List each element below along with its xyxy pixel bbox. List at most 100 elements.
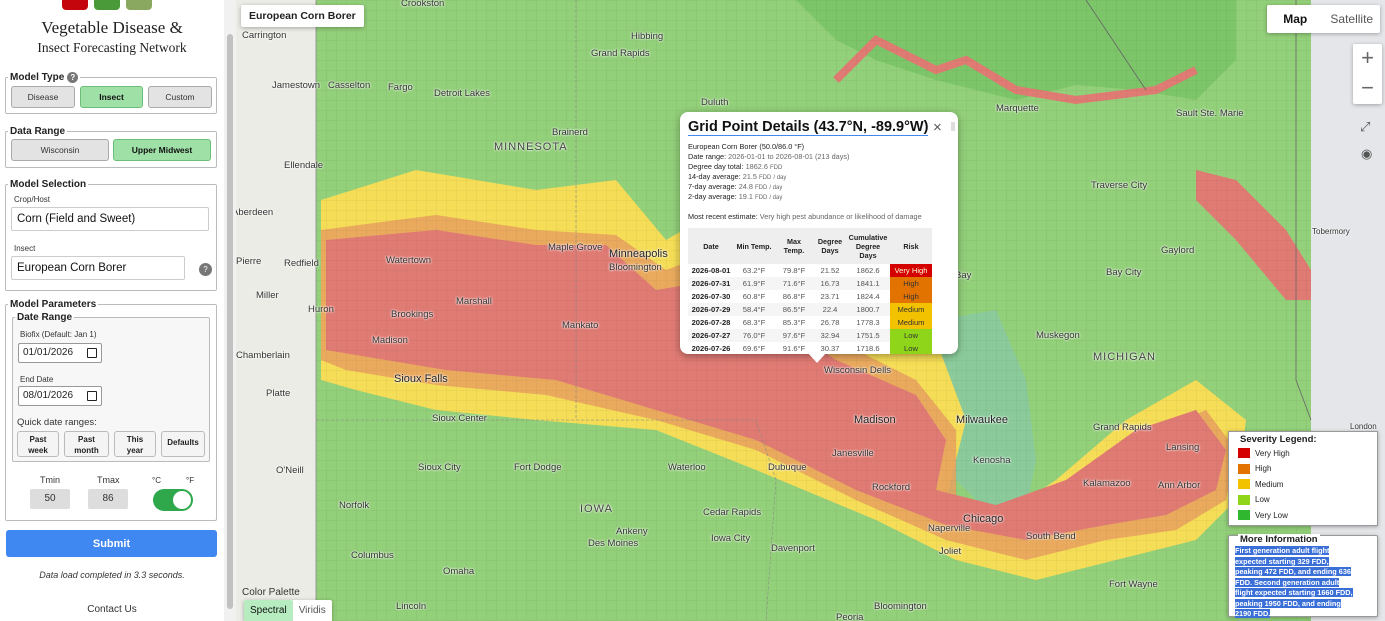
table-row: 2026-07-29 58.4°F 86.5°F 22.4 1800.7 Medium <box>688 303 932 316</box>
place-label: Omaha <box>443 566 475 577</box>
past-week-button[interactable]: Past week <box>17 431 59 457</box>
col-min-temp: Min Temp. <box>734 228 774 264</box>
legend-swatch <box>1238 510 1250 520</box>
place-label: Fargo <box>388 82 413 93</box>
calendar-icon[interactable] <box>87 348 97 358</box>
data-range-upper-midwest-button[interactable]: Upper Midwest <box>113 139 211 161</box>
place-label: Kalamazoo <box>1083 478 1131 489</box>
row-degree-days: 16.73 <box>814 277 846 290</box>
tmax-input[interactable]: 86 <box>88 489 128 509</box>
popup-pointer <box>808 353 826 363</box>
place-label: Iowa City <box>711 533 751 544</box>
fullscreen-icon[interactable]: ⤢ <box>1360 119 1371 134</box>
location-pin-icon[interactable]: ◉ <box>1361 146 1373 161</box>
row-risk: Medium <box>890 303 932 316</box>
data-range-group: Data Range <box>5 126 217 168</box>
end-date-input[interactable]: 08/01/2026 <box>18 386 102 406</box>
quick-ranges-label: Quick date ranges: <box>17 417 97 428</box>
more-info-text: First generation adult flight expected s… <box>1235 546 1353 618</box>
tmin-input[interactable]: 50 <box>30 489 70 509</box>
biofix-label: Biofix (Default: Jan 1) <box>20 330 97 339</box>
species-label-box: European Corn Borer <box>241 5 364 27</box>
this-year-button[interactable]: This year <box>114 431 156 457</box>
row-min-temp: 68.3°F <box>742 318 766 327</box>
scrollbar-thumb[interactable] <box>227 34 233 609</box>
row-min-temp: 69.6°F <box>742 344 766 353</box>
legend-label: High <box>1255 464 1272 473</box>
help-icon[interactable]: ? <box>67 72 79 83</box>
place-label: Ankeny <box>616 526 648 537</box>
place-label: Cedar Rapids <box>703 507 762 518</box>
row-degree-days: 21.52 <box>814 264 846 277</box>
popup-date-range: Date range: 2026-01-01 to 2026-08-01 (21… <box>688 152 849 161</box>
contact-us-link[interactable]: Contact Us <box>87 604 137 615</box>
popup-estimate: Most recent estimate: Very high pest abu… <box>688 212 922 221</box>
legend-swatch <box>1238 479 1250 489</box>
grid-point-popup[interactable]: Grid Point Details (43.7°N, -89.9°W) × E… <box>680 112 958 354</box>
row-cumulative: 1841.1 <box>846 277 890 290</box>
row-date: 2026-07-29 <box>688 303 734 316</box>
row-min-temp: 60.8°F <box>742 292 766 301</box>
legend-item: Very Low <box>1238 510 1288 520</box>
model-type-custom-button[interactable]: Custom <box>148 86 212 108</box>
d2-label: 2-day average: <box>688 192 737 201</box>
place-label: Grand Rapids <box>591 48 650 59</box>
palette-spectral-button[interactable]: Spectral <box>244 600 293 621</box>
insect-select[interactable]: European Corn Borer <box>11 256 185 280</box>
zoom-control[interactable]: + − <box>1353 44 1382 104</box>
map-type-control[interactable]: Map Satellite <box>1267 5 1380 33</box>
calendar-icon[interactable] <box>87 391 97 401</box>
row-min-temp: 63.2°F <box>742 266 766 275</box>
palette-viridis-button[interactable]: Viridis <box>298 605 326 616</box>
col-risk: Risk <box>890 228 932 264</box>
past-month-button[interactable]: Past month <box>64 431 109 457</box>
model-type-group: Model Type? <box>5 72 217 114</box>
place-label: Wisconsin Dells <box>824 365 892 376</box>
place-label: Waterloo <box>668 462 706 473</box>
popup-2day: 2-day average: 19.1 FDD / day <box>688 192 782 201</box>
unit-toggle[interactable] <box>153 489 193 511</box>
zoom-in-button[interactable]: + <box>1361 45 1374 70</box>
d14-value: 21.5 <box>742 172 757 181</box>
close-icon[interactable]: × <box>933 119 942 136</box>
legend-item: Low <box>1238 494 1270 505</box>
crop-select[interactable]: Corn (Field and Sweet) <box>11 207 209 231</box>
model-parameters-legend: Model Parameters <box>10 299 97 310</box>
this-year-line2: year <box>126 446 144 455</box>
defaults-button[interactable]: Defaults <box>161 431 205 457</box>
sidebar-scrollbar[interactable] <box>224 0 236 621</box>
model-type-insect-button[interactable]: Insect <box>80 86 143 108</box>
place-label: Davenport <box>771 543 815 554</box>
popup-scrollbar[interactable] <box>951 122 955 131</box>
map-view[interactable]: Crookston Hibbing Grand Rapids Fargo Det… <box>236 0 1385 621</box>
place-label: Fort Dodge <box>514 462 562 473</box>
estimate-value: Very high pest abundance or likelihood o… <box>759 212 922 221</box>
row-max-temp: 85.3°F <box>782 318 806 327</box>
place-label: Fort Wayne <box>1109 579 1158 590</box>
map-type-map-button[interactable]: Map <box>1283 12 1308 26</box>
place-label: Kenosha <box>973 455 1011 466</box>
status-text: Data load completed in 3.3 seconds. <box>39 570 185 580</box>
place-label: Minneapolis <box>609 248 668 260</box>
legend-label: Medium <box>1255 479 1284 489</box>
zoom-out-button[interactable]: − <box>1361 75 1374 100</box>
submit-button[interactable]: Submit <box>6 530 217 557</box>
row-degree-days: 30.37 <box>814 342 846 354</box>
place-label: Peoria <box>836 612 864 621</box>
row-risk: Very High <box>890 264 932 277</box>
map-type-satellite-button[interactable]: Satellite <box>1330 12 1374 26</box>
data-range-wisconsin-button[interactable]: Wisconsin <box>11 139 109 161</box>
insect-help-icon[interactable]: ? <box>199 263 212 276</box>
popup-species-line: European Corn Borer (50.0/86.0 °F) <box>688 142 805 151</box>
row-cumulative: 1751.5 <box>846 329 890 342</box>
app-subtitle: Insect Forecasting Network <box>37 40 187 55</box>
palette-switcher[interactable]: Spectral Viridis <box>244 600 332 621</box>
row-date: 2026-08-01 <box>691 266 731 275</box>
state-border <box>1085 0 1147 91</box>
biofix-date-input[interactable]: 01/01/2026 <box>18 343 102 363</box>
legend-label: Low <box>1255 495 1270 504</box>
unit-c-label: °C <box>152 476 161 485</box>
fdd-unit: FDD <box>759 175 772 181</box>
model-type-disease-button[interactable]: Disease <box>11 86 75 108</box>
per-day: / day <box>769 185 783 191</box>
